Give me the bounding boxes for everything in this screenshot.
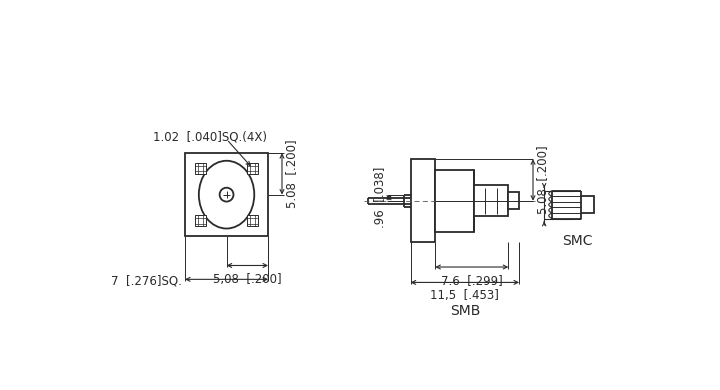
Bar xyxy=(474,185,508,216)
Bar xyxy=(508,192,519,209)
Text: SMB: SMB xyxy=(450,304,480,318)
Ellipse shape xyxy=(199,161,254,229)
Text: 5.08  [.200]: 5.08 [.200] xyxy=(536,146,549,215)
Text: 7  [.276]SQ.: 7 [.276]SQ. xyxy=(111,275,182,287)
Bar xyxy=(581,196,594,213)
Text: 5,08  [.200]: 5,08 [.200] xyxy=(213,273,282,286)
Text: 1.02  [.040]SQ.(4X): 1.02 [.040]SQ.(4X) xyxy=(153,130,267,144)
Bar xyxy=(195,215,206,226)
Bar xyxy=(248,215,258,226)
Bar xyxy=(185,153,268,236)
Bar xyxy=(195,163,206,174)
Text: 7.6  [.299]: 7.6 [.299] xyxy=(441,274,503,287)
Bar xyxy=(248,163,258,174)
Circle shape xyxy=(220,188,233,202)
Text: .96  [.038]: .96 [.038] xyxy=(373,167,386,229)
Text: SMC: SMC xyxy=(562,234,592,248)
Text: 5.08  [.200]: 5.08 [.200] xyxy=(285,140,298,208)
Text: 11,5  [.453]: 11,5 [.453] xyxy=(431,289,499,302)
Bar xyxy=(435,170,474,232)
Bar xyxy=(410,159,435,242)
